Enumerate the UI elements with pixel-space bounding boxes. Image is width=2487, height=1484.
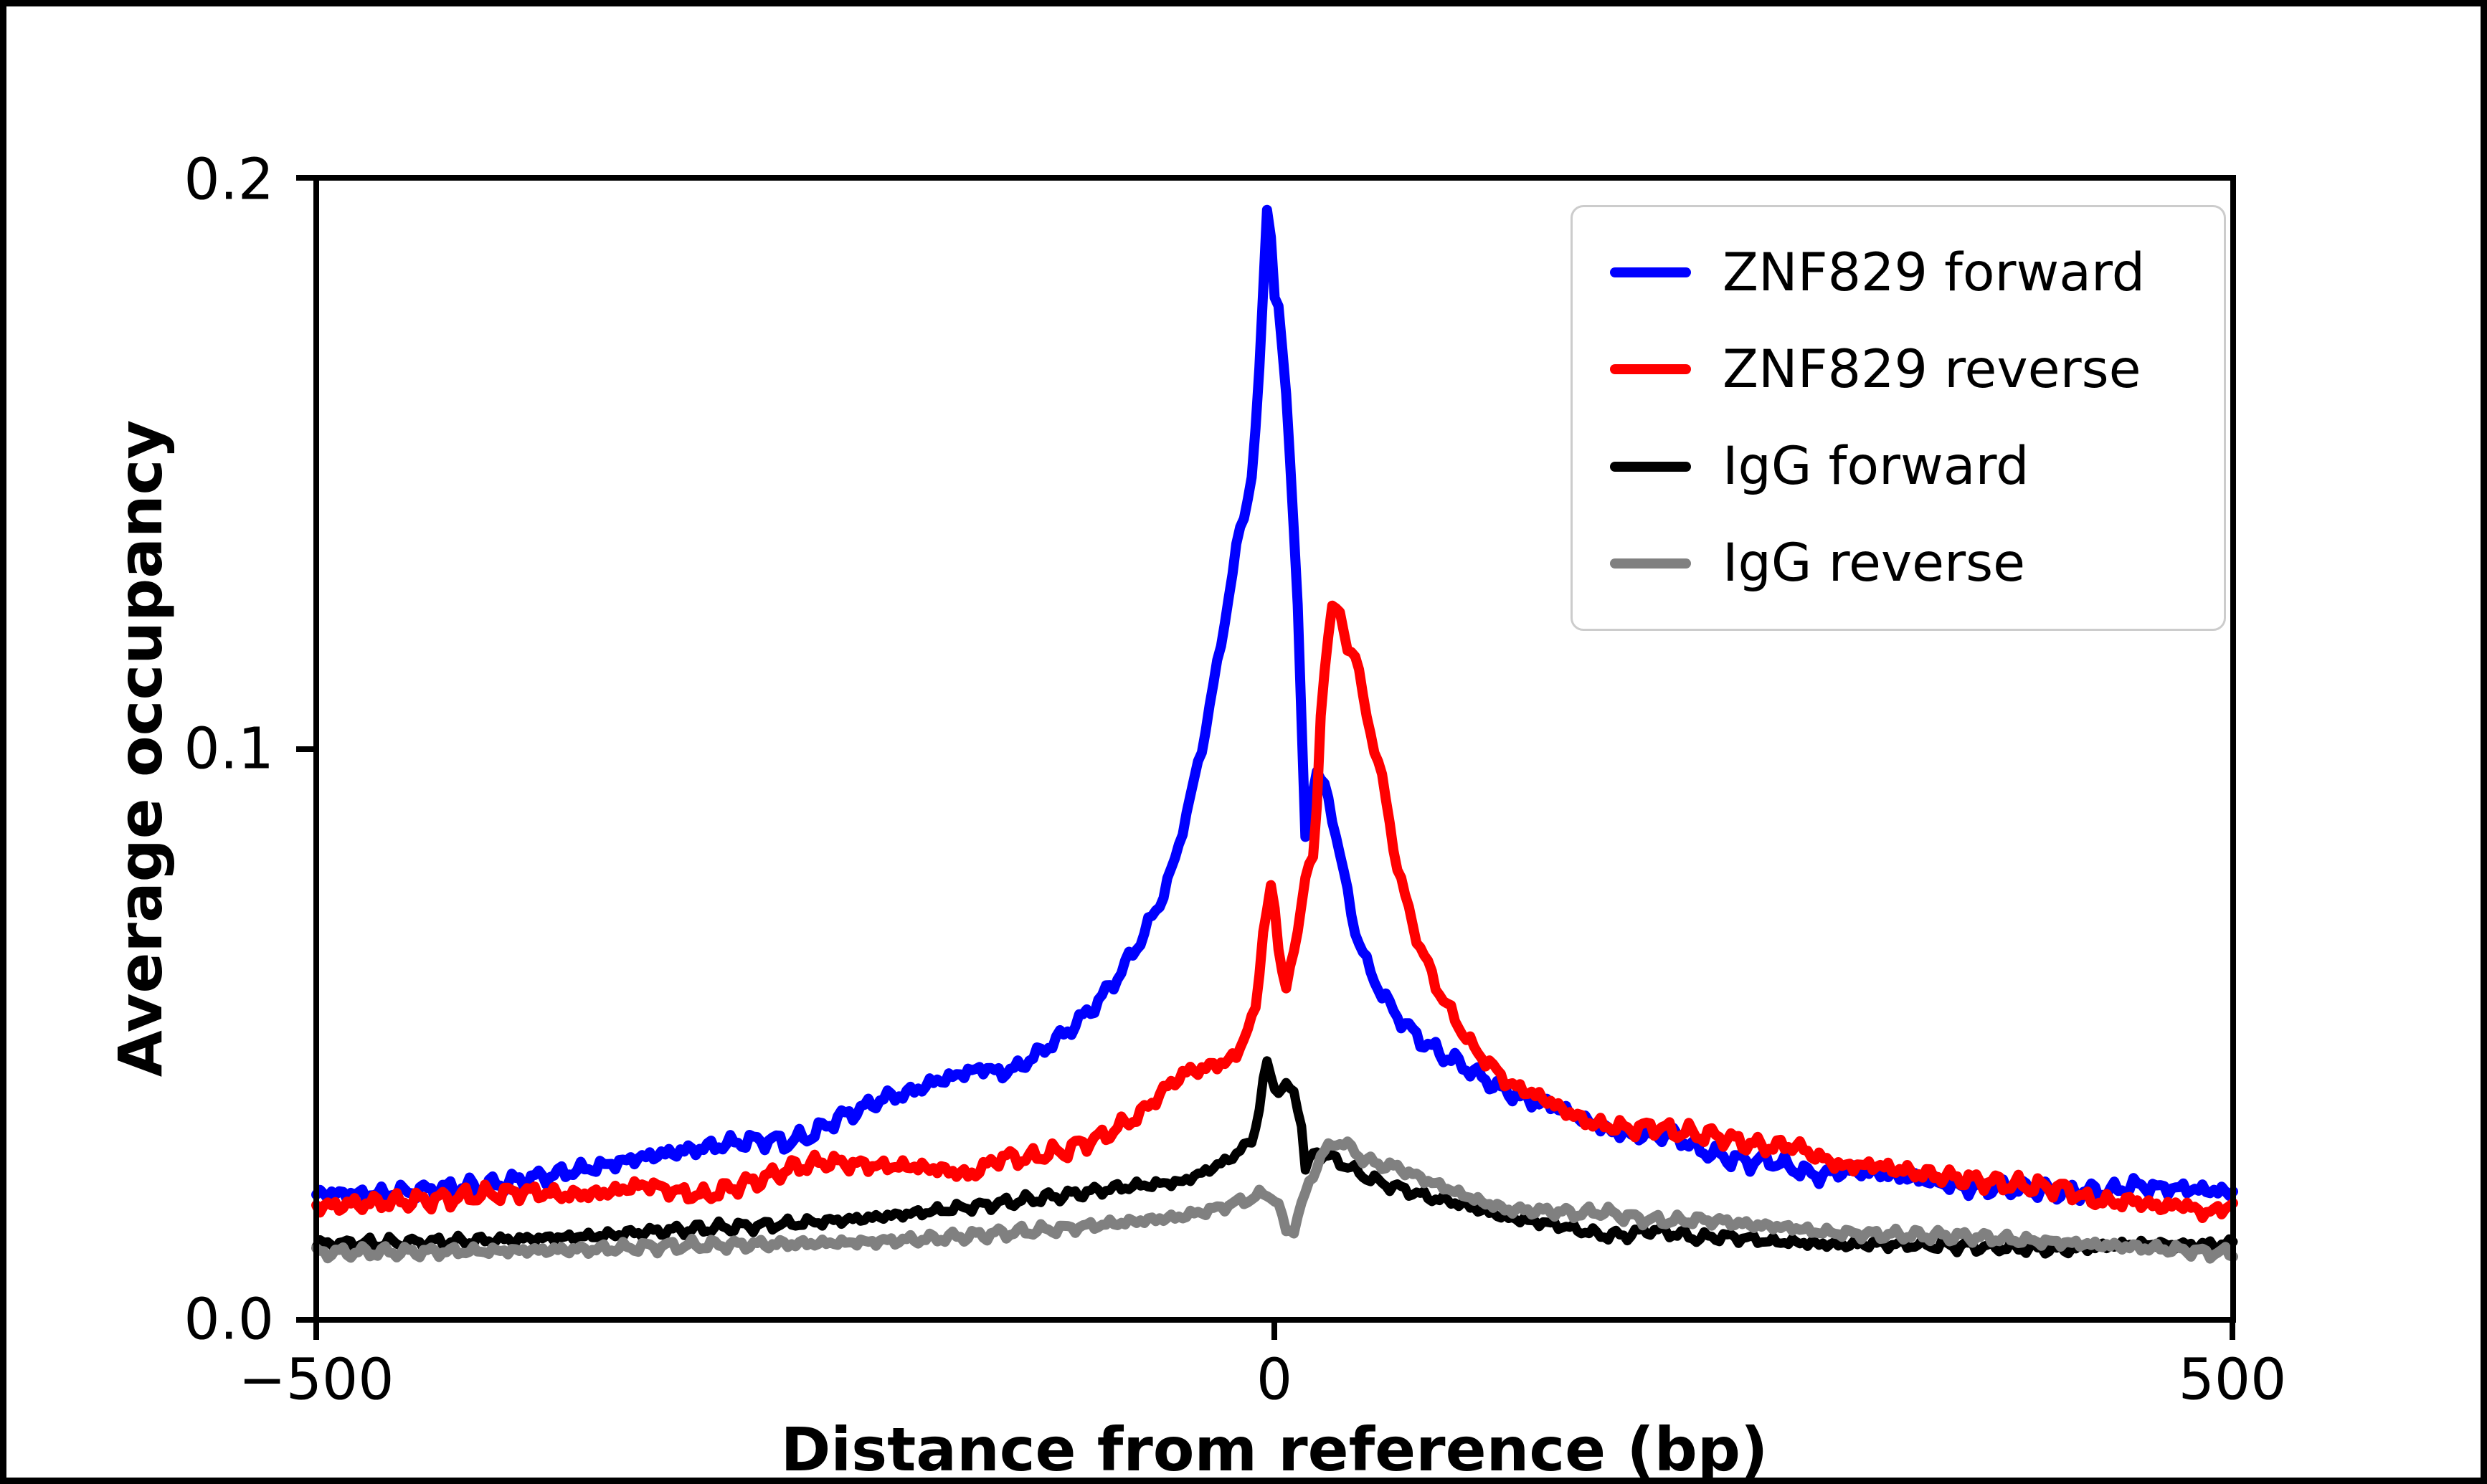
series-lines (311, 204, 2238, 1264)
legend-label: ZNF829 forward (1723, 242, 2146, 303)
y-tick-label-0.1: 0.1 (184, 715, 274, 782)
legend-swatch-znf829-reverse (1610, 364, 1691, 375)
y-tick-label-0.0: 0.0 (184, 1286, 274, 1353)
legend-box: ZNF829 forward ZNF829 reverse IgG forwar… (1571, 205, 2226, 631)
legend-label: IgG reverse (1723, 533, 2026, 594)
legend-swatch-igg-forward (1610, 461, 1691, 472)
legend-item-igg-reverse: IgG reverse (1573, 517, 2224, 610)
x-tick-label-0: 0 (1256, 1346, 1293, 1413)
legend-swatch-znf829-forward (1610, 267, 1691, 277)
y-tick-label-0.2: 0.2 (184, 146, 274, 213)
legend-label: ZNF829 reverse (1723, 338, 2141, 400)
x-axis-label: Distance from reference (bp) (780, 1414, 1768, 1484)
x-tick-label-500: 500 (2178, 1346, 2287, 1413)
series-line-igg-reverse (311, 1136, 2238, 1264)
y-axis-label: Average occupancy (105, 419, 176, 1078)
legend-label: IgG forward (1723, 436, 2029, 498)
legend-item-znf829-forward: ZNF829 forward (1573, 226, 2224, 319)
series-line-znf829-reverse (311, 600, 2238, 1223)
axis-ticks (296, 175, 2235, 1340)
legend-item-igg-forward: IgG forward (1573, 420, 2224, 513)
x-tick-label-minus500: −500 (238, 1346, 394, 1413)
legend-item-znf829-reverse: ZNF829 reverse (1573, 323, 2224, 416)
legend-swatch-igg-reverse (1610, 558, 1691, 569)
series-line-igg-forward (311, 1056, 2238, 1259)
